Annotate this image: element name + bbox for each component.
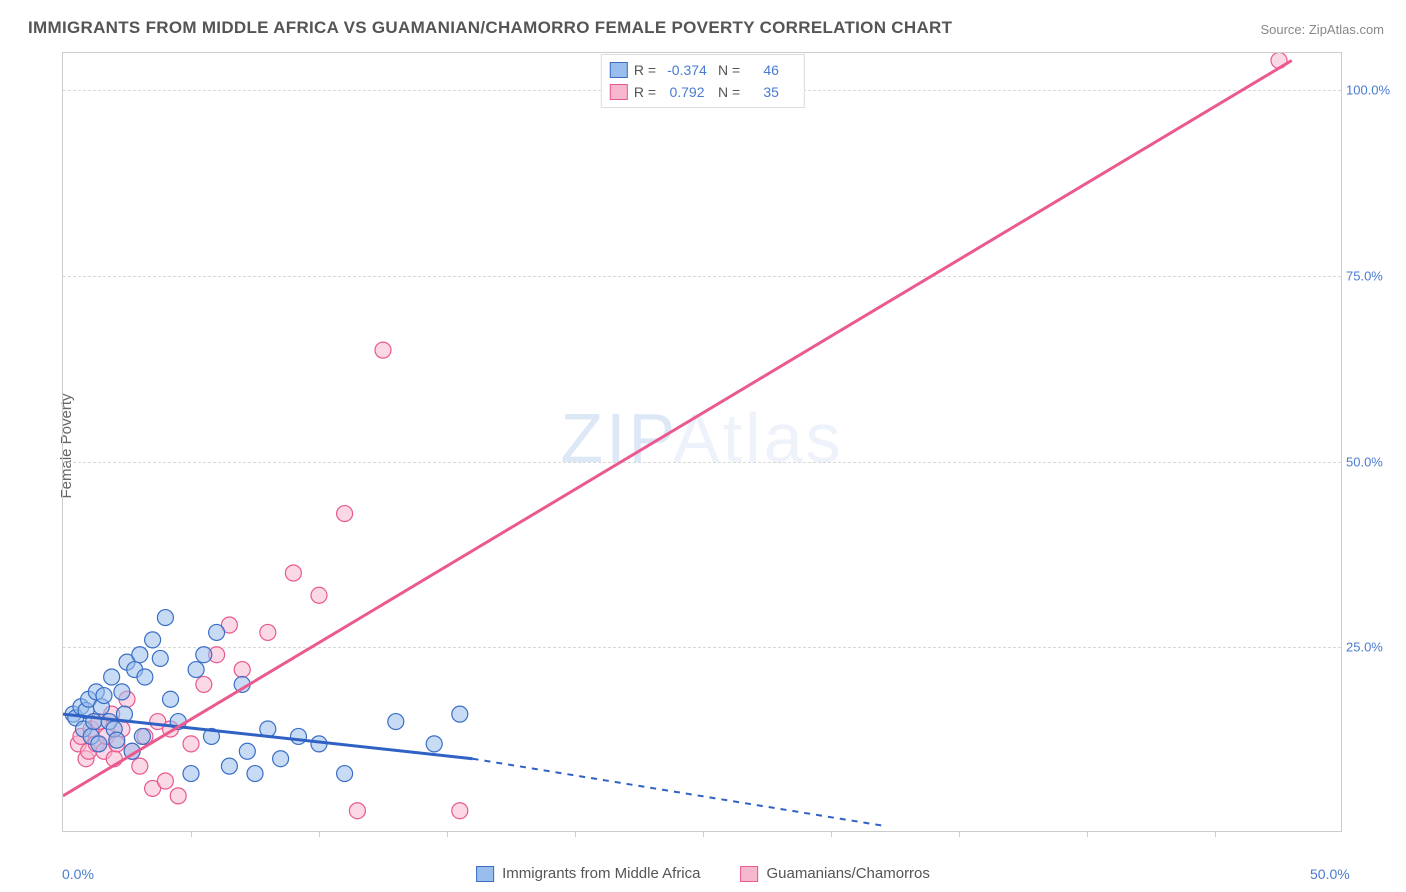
series-legend: Immigrants from Middle Africa Guamanians… <box>476 865 930 882</box>
n-label: N = <box>718 81 740 103</box>
stats-row-blue: R = -0.374 N = 46 <box>610 59 796 81</box>
scatter-point <box>311 587 327 603</box>
n-value-blue: 46 <box>746 59 796 81</box>
scatter-point <box>183 736 199 752</box>
scatter-point <box>188 662 204 678</box>
scatter-point <box>114 684 130 700</box>
scatter-point <box>349 803 365 819</box>
stats-legend: R = -0.374 N = 46 R = 0.792 N = 35 <box>601 54 805 108</box>
r-value-pink: 0.792 <box>662 81 712 103</box>
chart-title: IMMIGRANTS FROM MIDDLE AFRICA VS GUAMANI… <box>28 18 952 38</box>
scatter-point <box>91 736 107 752</box>
scatter-point <box>145 632 161 648</box>
legend-item-blue: Immigrants from Middle Africa <box>476 865 700 882</box>
n-value-pink: 35 <box>746 81 796 103</box>
source-label: Source: ZipAtlas.com <box>1260 22 1384 37</box>
scatter-point <box>163 691 179 707</box>
swatch-blue <box>610 62 628 78</box>
scatter-point <box>452 803 468 819</box>
x-axis-end: 50.0% <box>1310 866 1350 882</box>
scatter-point <box>221 758 237 774</box>
y-tick-label: 75.0% <box>1346 268 1401 283</box>
y-tick-label: 100.0% <box>1346 83 1401 98</box>
scatter-point <box>452 706 468 722</box>
scatter-point <box>183 766 199 782</box>
stats-row-pink: R = 0.792 N = 35 <box>610 81 796 103</box>
swatch-blue <box>476 866 494 882</box>
scatter-point <box>239 743 255 759</box>
scatter-point <box>132 758 148 774</box>
r-label: R = <box>634 81 656 103</box>
scatter-point <box>247 766 263 782</box>
scatter-point <box>96 688 112 704</box>
y-tick-label: 25.0% <box>1346 640 1401 655</box>
scatter-point <box>375 342 391 358</box>
scatter-point <box>285 565 301 581</box>
scatter-point <box>104 669 120 685</box>
scatter-point <box>260 624 276 640</box>
y-tick-label: 50.0% <box>1346 454 1401 469</box>
legend-item-pink: Guamanians/Chamorros <box>740 865 929 882</box>
scatter-point <box>388 714 404 730</box>
scatter-point <box>209 624 225 640</box>
scatter-point <box>426 736 442 752</box>
scatter-point <box>137 669 153 685</box>
scatter-point <box>109 732 125 748</box>
swatch-pink <box>610 84 628 100</box>
scatter-point <box>337 766 353 782</box>
scatter-point <box>291 728 307 744</box>
scatter-point <box>152 650 168 666</box>
swatch-pink <box>740 866 758 882</box>
r-label: R = <box>634 59 656 81</box>
scatter-point <box>132 647 148 663</box>
scatter-point <box>196 676 212 692</box>
scatter-point <box>157 773 173 789</box>
scatter-point <box>134 728 150 744</box>
x-axis-start: 0.0% <box>62 866 94 882</box>
plot-frame: ZIPAtlas 25.0%50.0%75.0%100.0% <box>62 52 1342 832</box>
scatter-point <box>157 610 173 626</box>
scatter-point <box>234 662 250 678</box>
r-value-blue: -0.374 <box>662 59 712 81</box>
scatter-point <box>196 647 212 663</box>
chart-svg <box>63 53 1343 833</box>
scatter-point <box>337 506 353 522</box>
scatter-point <box>170 788 186 804</box>
scatter-point <box>273 751 289 767</box>
n-label: N = <box>718 59 740 81</box>
legend-label-blue: Immigrants from Middle Africa <box>502 865 700 882</box>
legend-label-pink: Guamanians/Chamorros <box>766 865 929 882</box>
